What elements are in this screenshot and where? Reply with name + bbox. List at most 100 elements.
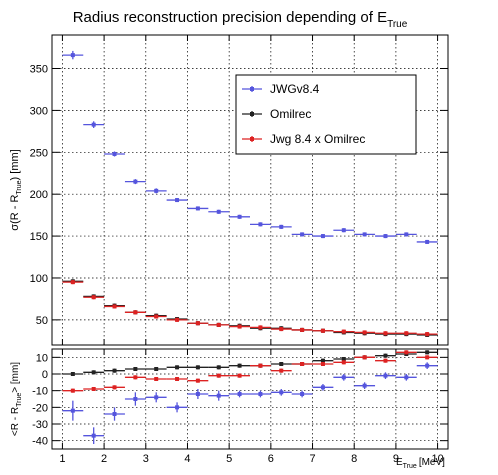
x-tick-label: 6 — [268, 453, 274, 465]
bottom-data-point — [383, 353, 388, 358]
bottom-data-point — [300, 362, 305, 366]
top-data-point — [175, 198, 180, 203]
bottom-data-point — [195, 378, 200, 383]
top-data-point — [237, 324, 242, 329]
top-data-point — [279, 224, 284, 229]
bottom-data-point — [195, 392, 200, 396]
bottom-data-point — [341, 357, 346, 361]
bottom-y-tick-label: -30 — [32, 419, 48, 431]
top-data-point — [195, 206, 200, 211]
bottom-data-point — [404, 350, 409, 355]
top-y-tick-label: 100 — [30, 273, 48, 285]
x-tick-label: 10 — [431, 453, 443, 465]
bottom-data-point — [195, 365, 200, 370]
bottom-data-point — [70, 372, 75, 376]
bottom-data-point — [216, 365, 221, 370]
bottom-data-point — [258, 392, 263, 396]
bottom-series-2 — [62, 350, 438, 393]
x-tick-label: 4 — [184, 453, 190, 465]
bottom-data-point — [133, 367, 138, 371]
top-data-point — [112, 151, 117, 156]
top-data-point — [112, 304, 117, 309]
top-data-point — [91, 295, 96, 300]
bottom-data-point — [175, 377, 180, 381]
bottom-data-point — [341, 360, 346, 365]
top-data-point — [383, 234, 388, 239]
bottom-data-point — [279, 390, 284, 395]
legend-marker — [250, 137, 254, 141]
bottom-y-tick-label: -40 — [32, 436, 48, 448]
bottom-data-point — [133, 375, 138, 380]
top-series — [62, 50, 438, 337]
top-data-point — [175, 317, 180, 322]
bottom-data-point — [91, 370, 96, 375]
top-y-tick-label: 150 — [30, 231, 48, 243]
top-grid — [52, 35, 448, 345]
top-data-point — [362, 232, 367, 237]
bottom-data-point — [154, 377, 159, 381]
bottom-data-point — [258, 363, 263, 368]
legend-item: JWGv8.4 — [242, 82, 320, 96]
top-data-point — [258, 325, 263, 330]
bottom-data-point — [91, 387, 96, 391]
bottom-data-point — [425, 363, 430, 368]
top-data-point — [154, 188, 159, 193]
x-tick-label: 5 — [226, 453, 232, 465]
legend-label: Jwg 8.4 x Omilrec — [270, 132, 365, 146]
bottom-data-point — [320, 358, 325, 363]
top-y-tick-label: 350 — [30, 64, 48, 76]
x-tick-label: 2 — [101, 453, 107, 465]
top-data-point — [70, 280, 75, 285]
bottom-data-point — [362, 383, 367, 388]
top-data-point — [320, 234, 325, 239]
bottom-data-point — [237, 392, 242, 396]
top-data-point — [425, 332, 430, 337]
top-y-tick-label: 50 — [36, 315, 48, 327]
bottom-data-point — [362, 355, 367, 360]
x-tick-label: 8 — [351, 453, 357, 465]
legend-box — [235, 74, 417, 155]
bottom-data-point — [112, 385, 117, 390]
bottom-x-axis: 1 2 3 4 5 6 7 8 9 10 — [59, 453, 443, 465]
bottom-data-point — [216, 393, 221, 398]
top-data-point — [70, 53, 75, 58]
bottom-data-point — [279, 362, 284, 366]
x-tick-label: 9 — [393, 453, 399, 465]
top-data-point — [133, 310, 138, 315]
bottom-data-point — [154, 395, 159, 400]
top-series-0 — [62, 50, 438, 244]
top-series-2 — [62, 280, 438, 337]
bottom-data-point — [383, 358, 388, 363]
bottom-data-point — [112, 412, 117, 416]
top-data-point — [341, 228, 346, 233]
bottom-data-point — [133, 397, 138, 401]
bottom-y-tick-label: 0 — [42, 369, 48, 381]
bottom-data-point — [237, 373, 242, 378]
bottom-y-tick-label: 10 — [36, 352, 48, 364]
bottom-y-tick-label: -20 — [32, 402, 48, 414]
bottom-data-point — [70, 408, 75, 413]
x-tick-label: 7 — [309, 453, 315, 465]
top-data-point — [91, 122, 96, 127]
bottom-data-point — [425, 355, 430, 360]
x-tick-label: 1 — [59, 453, 65, 465]
legend-label: JWGv8.4 — [270, 82, 320, 96]
top-data-point — [154, 314, 159, 319]
legend-marker — [250, 87, 254, 91]
top-data-point — [216, 322, 221, 327]
top-data-point — [300, 327, 305, 332]
bottom-data-point — [70, 388, 75, 393]
top-data-point — [195, 321, 200, 326]
bottom-data-point — [175, 405, 180, 410]
bottom-data-point — [300, 392, 305, 396]
bottom-data-point — [154, 367, 159, 371]
bottom-data-point — [279, 368, 284, 373]
bottom-series — [62, 350, 438, 444]
top-data-point — [237, 214, 242, 219]
bottom-data-point — [112, 368, 117, 373]
bottom-y-axis: -40 -30 -20 -10 0 10 — [32, 352, 448, 448]
top-data-point — [362, 330, 367, 335]
legend-marker — [250, 112, 254, 116]
bottom-y-tick-label: -10 — [32, 386, 48, 398]
